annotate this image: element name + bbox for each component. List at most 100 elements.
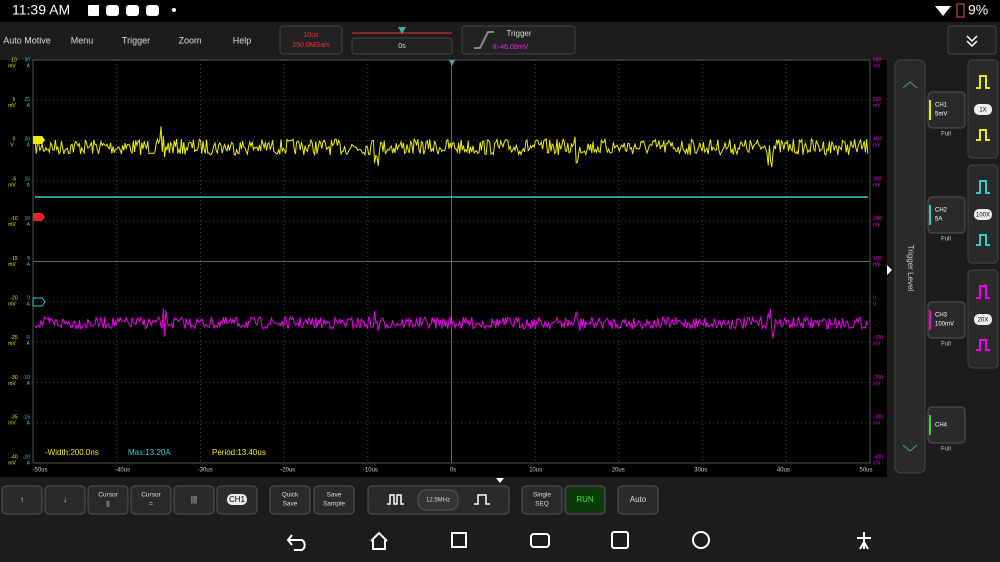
ch1-scale-value: -15 [10,256,17,262]
channel-mode: Full [941,132,951,138]
ch1-scale-unit: mV [8,262,16,268]
toolbar-button[interactable] [173,485,215,515]
ch2-scale-value: 0 [27,296,30,302]
trigger-level-marker [33,213,45,221]
toolbar-label: Single [533,492,551,499]
panel-toggle[interactable] [496,478,504,483]
ch3-scale-unit: mV [873,460,881,466]
recents-button[interactable] [451,532,467,548]
ch1-scale-unit: mV [8,381,16,387]
vci-button[interactable] [530,533,550,548]
probe-factor: 1X [979,108,986,114]
toolbar-button[interactable] [269,485,311,515]
collapse-icon [966,35,978,48]
channel-scale: 5A [935,217,942,223]
time-axis-label: 10us [529,468,542,474]
gallery-button[interactable] [611,531,629,549]
time-axis-label: 30us [694,468,707,474]
side-toggle[interactable] [887,265,892,275]
pulse-icon [976,75,990,89]
channel-button[interactable] [927,91,966,129]
channel-button[interactable] [927,406,966,444]
probe-badge[interactable] [974,104,992,115]
ch3-scale-unit: mV [873,262,881,268]
toolbar-label: RUN [576,495,594,504]
ch2-scale-value: 20 [24,137,30,143]
ch3-scale-value: 500 [873,97,882,103]
navigation-bar [286,531,871,551]
toolbar-label: Save [327,492,342,499]
ch3-scale-value: -100 [873,335,883,341]
toolbar-button[interactable] [521,485,563,515]
menu-item[interactable]: Help [233,35,252,45]
menu-item[interactable]: Trigger [122,35,150,45]
wide-pulse-icon[interactable] [474,494,490,505]
measurement: Period:13.40us [212,448,266,457]
ch2-scale-unit: A [27,222,31,228]
back-button[interactable] [286,534,306,551]
time-axis-label: -20us [280,468,295,474]
bandwidth-box[interactable] [417,489,459,511]
trigger-edge-icon [474,31,494,49]
toolbar-label: Auto [630,495,647,504]
toolbar-button[interactable] [617,485,659,515]
ch2-scale-value: -20 [23,454,30,460]
ch2-scale-value: -15 [23,415,30,421]
status-bar [0,0,1000,22]
toolbar-button[interactable] [44,485,86,515]
ch1-scale-value: -35 [10,415,17,421]
ch2-scale-value: 5 [27,256,30,262]
ch1-scale-unit: mV [8,182,16,188]
ch2-scale-unit: A [27,302,31,308]
ch-badge [227,494,247,505]
ch2-scale-unit: A [27,182,31,188]
pulse-icon [976,129,990,141]
toolbar-button[interactable] [130,485,172,515]
toolbar-label: Save [283,501,298,508]
ch2-scale-unit: A [27,421,31,427]
ch2-scale-unit: A [27,63,31,69]
probe-badge[interactable] [974,314,992,325]
toolbar-label: ↓ [63,495,67,504]
pulse-icon [976,180,990,194]
toolbar-button[interactable] [313,485,355,515]
timebase-scale: 10us [303,32,319,39]
ch1-scale-value: 0 [13,137,16,143]
ch1-scale-value: -25 [10,335,17,341]
ch3-scale-unit: mV [873,222,881,228]
trigger-level-slider[interactable] [894,59,926,474]
menu-item[interactable]: Menu [71,35,94,45]
narrow-pulse-icon[interactable] [387,494,404,505]
wifi-icon [935,6,951,16]
channel-button[interactable] [927,196,966,234]
menu-item[interactable]: Zoom [178,35,201,45]
measurement: -Width:200.0ns [45,448,99,457]
bandwidth: 12.5MHz [426,498,450,504]
ch2-scale-unit: A [27,262,31,268]
probe-badge[interactable] [974,209,992,220]
toolbar-label: Sample [323,501,345,508]
toolbar-button[interactable] [87,485,129,515]
accessibility-button[interactable] [857,532,871,550]
time-axis-label: -10us [363,468,378,474]
time-axis-label: 50us [859,468,872,474]
time-axis-label: 40us [777,468,790,474]
timebase-box[interactable] [279,25,343,55]
ch3-scale-value: 300 [873,176,882,182]
toolbar-label: Cursor [98,492,118,499]
ch3-scale-unit: mV [873,421,881,427]
battery-icon [956,3,965,18]
toolbar-label: Cursor [141,492,161,499]
ch1-marker [33,136,45,144]
ch1-scale-value: 5 [13,97,16,103]
toolbar-button[interactable] [1,485,43,515]
ch3-scale-unit: mV [873,103,881,109]
channel-button[interactable] [927,301,966,339]
ch3-trace [34,308,869,339]
browser-button[interactable] [692,531,710,549]
ch2-scale-unit: A [27,143,31,149]
offset-box[interactable] [351,37,453,55]
menu-item[interactable]: Auto Motive [3,35,51,45]
home-button[interactable] [370,531,388,550]
